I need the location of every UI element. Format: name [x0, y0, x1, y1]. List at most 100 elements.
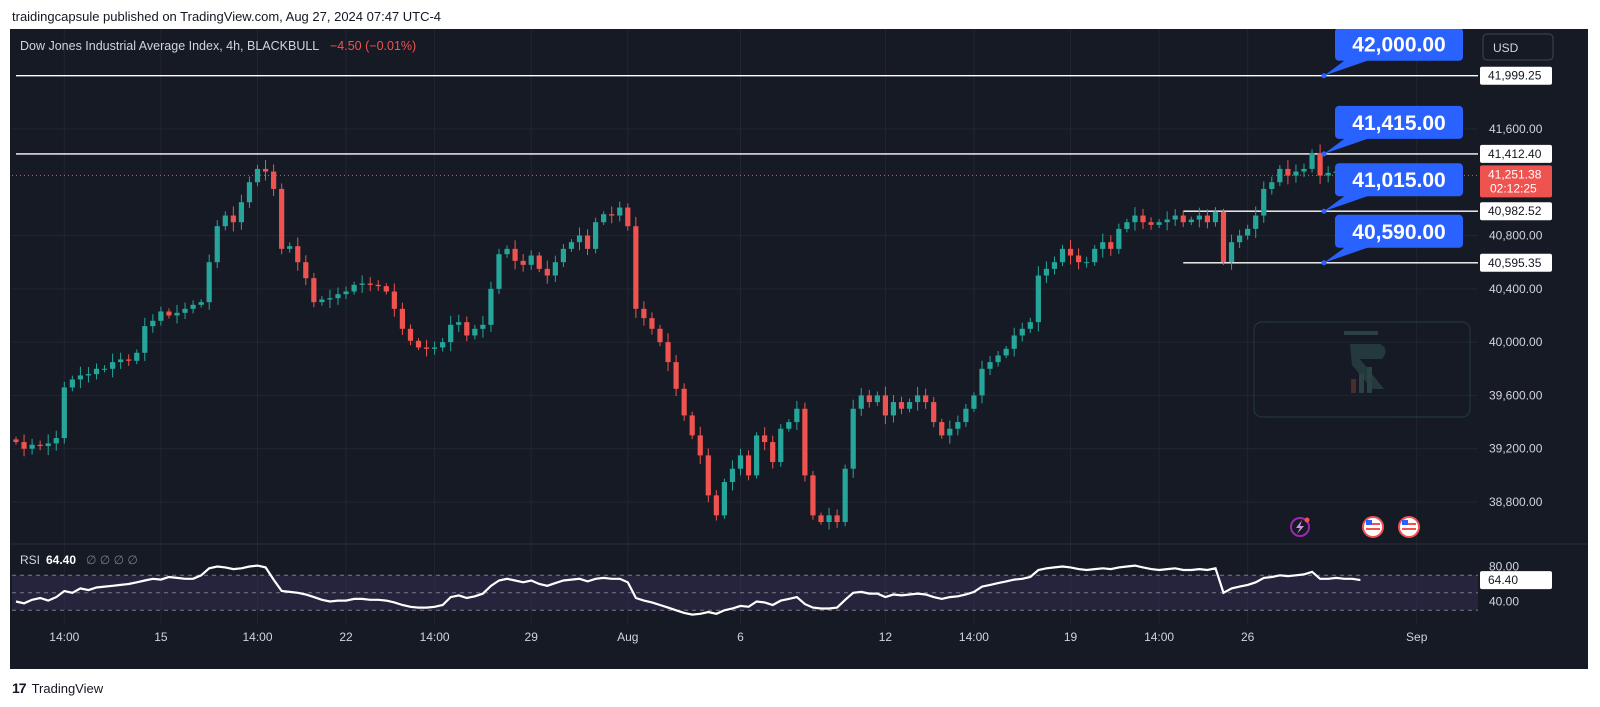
candle: [1043, 268, 1049, 276]
candle: [560, 248, 566, 263]
candle: [1325, 172, 1331, 176]
candle: [576, 235, 583, 243]
grid: [10, 29, 1588, 625]
candle: [1084, 262, 1090, 264]
tradingview-logo-icon[interactable]: 17: [12, 680, 27, 696]
candle: [311, 278, 317, 303]
candle: [174, 312, 180, 316]
price-axis-labels: 41,999.25 41,412.40 40,982.52 40,595.35 41,2…: [1480, 66, 1552, 590]
candle: [351, 284, 357, 292]
candle: [1164, 219, 1170, 223]
candle: [528, 255, 534, 265]
candle: [407, 328, 414, 341]
x-tick-label: 12: [879, 630, 893, 644]
candle: [834, 515, 840, 523]
current-price-label: 41,251.38: [1488, 167, 1542, 181]
candle: [1092, 248, 1098, 263]
candle: [955, 422, 961, 429]
candle: [915, 395, 921, 403]
x-tick-label: 26: [1241, 630, 1255, 644]
candle: [979, 368, 985, 396]
candle: [182, 308, 188, 313]
candle: [69, 379, 75, 388]
y-tick-label: 39,600.00: [1489, 388, 1543, 402]
candle: [37, 444, 43, 447]
candle: [552, 262, 558, 276]
y-tick-label: 39,200.00: [1489, 442, 1543, 456]
callout-box: [1335, 163, 1463, 197]
candle: [53, 438, 59, 444]
callout-anchor: [1321, 73, 1327, 79]
x-tick-label: 14:00: [1144, 630, 1174, 644]
publish-header: traidingcapsule published on TradingView…: [12, 9, 442, 24]
callout-label: 41,415.00: [1352, 112, 1445, 135]
candle: [1269, 182, 1275, 189]
candle: [802, 408, 808, 476]
candle: [601, 214, 607, 223]
candle: [142, 326, 148, 353]
candle: [85, 374, 92, 376]
us-flag-icon[interactable]: [1398, 516, 1420, 538]
candle: [1285, 168, 1291, 176]
candle: [665, 342, 671, 363]
rsi-label: RSI: [20, 553, 40, 567]
x-tick-label: Aug: [617, 630, 638, 644]
candle: [1245, 228, 1251, 236]
x-tick-label: 15: [154, 630, 168, 644]
countdown-label: 02:12:25: [1490, 181, 1537, 195]
candle: [423, 347, 430, 349]
lightning-icon[interactable]: [1290, 517, 1310, 537]
candle: [923, 395, 929, 403]
chart-frame[interactable]: RSI 64.40 ∅ ∅ ∅ ∅ 41,600.00 40,800.00 40,400…: [10, 27, 1588, 669]
candle: [1132, 215, 1138, 223]
candle: [939, 422, 945, 436]
candle: [947, 428, 953, 436]
x-tick-label: 22: [339, 630, 353, 644]
candle: [858, 395, 864, 409]
candle: [488, 288, 494, 325]
candle: [415, 340, 422, 348]
currency-button[interactable]: [1482, 33, 1554, 61]
candle: [327, 298, 333, 300]
candle: [1188, 219, 1194, 223]
candle: [287, 246, 293, 249]
candle: [1148, 222, 1154, 225]
candle: [1180, 215, 1186, 223]
candle: [45, 443, 51, 447]
candle: [778, 428, 784, 463]
candle: [504, 248, 510, 255]
footer-brand[interactable]: TradingView: [31, 680, 104, 696]
level-price-tag: [1480, 144, 1552, 163]
x-tick-label: 14:00: [242, 630, 272, 644]
candle: [633, 226, 639, 309]
y-tick-label: 38,800.00: [1489, 495, 1543, 509]
candlestick-chart[interactable]: RSI 64.40 ∅ ∅ ∅ ∅ 41,600.00 40,800.00 40,400…: [10, 27, 1588, 669]
candle: [963, 408, 969, 423]
level-callouts: 42,000.00 41,415.00 41,015.00 40,590.00: [1321, 27, 1463, 266]
callout-anchor: [1321, 260, 1327, 266]
candle: [649, 318, 655, 329]
rsi-current-tag: [1480, 571, 1552, 590]
candle: [1204, 215, 1210, 223]
candle: [826, 515, 832, 523]
candle: [1220, 211, 1227, 263]
candle: [166, 311, 172, 316]
candle: [617, 207, 623, 216]
candle: [609, 214, 615, 216]
currency-button-label[interactable]: USD: [1493, 41, 1519, 55]
candle: [222, 215, 228, 227]
level-price-label: 41,412.40: [1488, 147, 1542, 161]
watermark-logo: [1253, 321, 1471, 418]
us-flag-icon[interactable]: [1362, 516, 1384, 538]
candle: [842, 468, 848, 523]
symbol-legend: Dow Jones Industrial Average Index, 4h, …: [20, 39, 319, 53]
candle: [391, 291, 397, 309]
candle: [697, 435, 703, 456]
candle: [931, 402, 937, 423]
candle: [1261, 188, 1267, 216]
candle: [745, 455, 752, 476]
candle: [770, 442, 776, 463]
callout-label: 42,000.00: [1352, 34, 1445, 57]
candle: [271, 171, 277, 189]
candle: [190, 304, 196, 309]
